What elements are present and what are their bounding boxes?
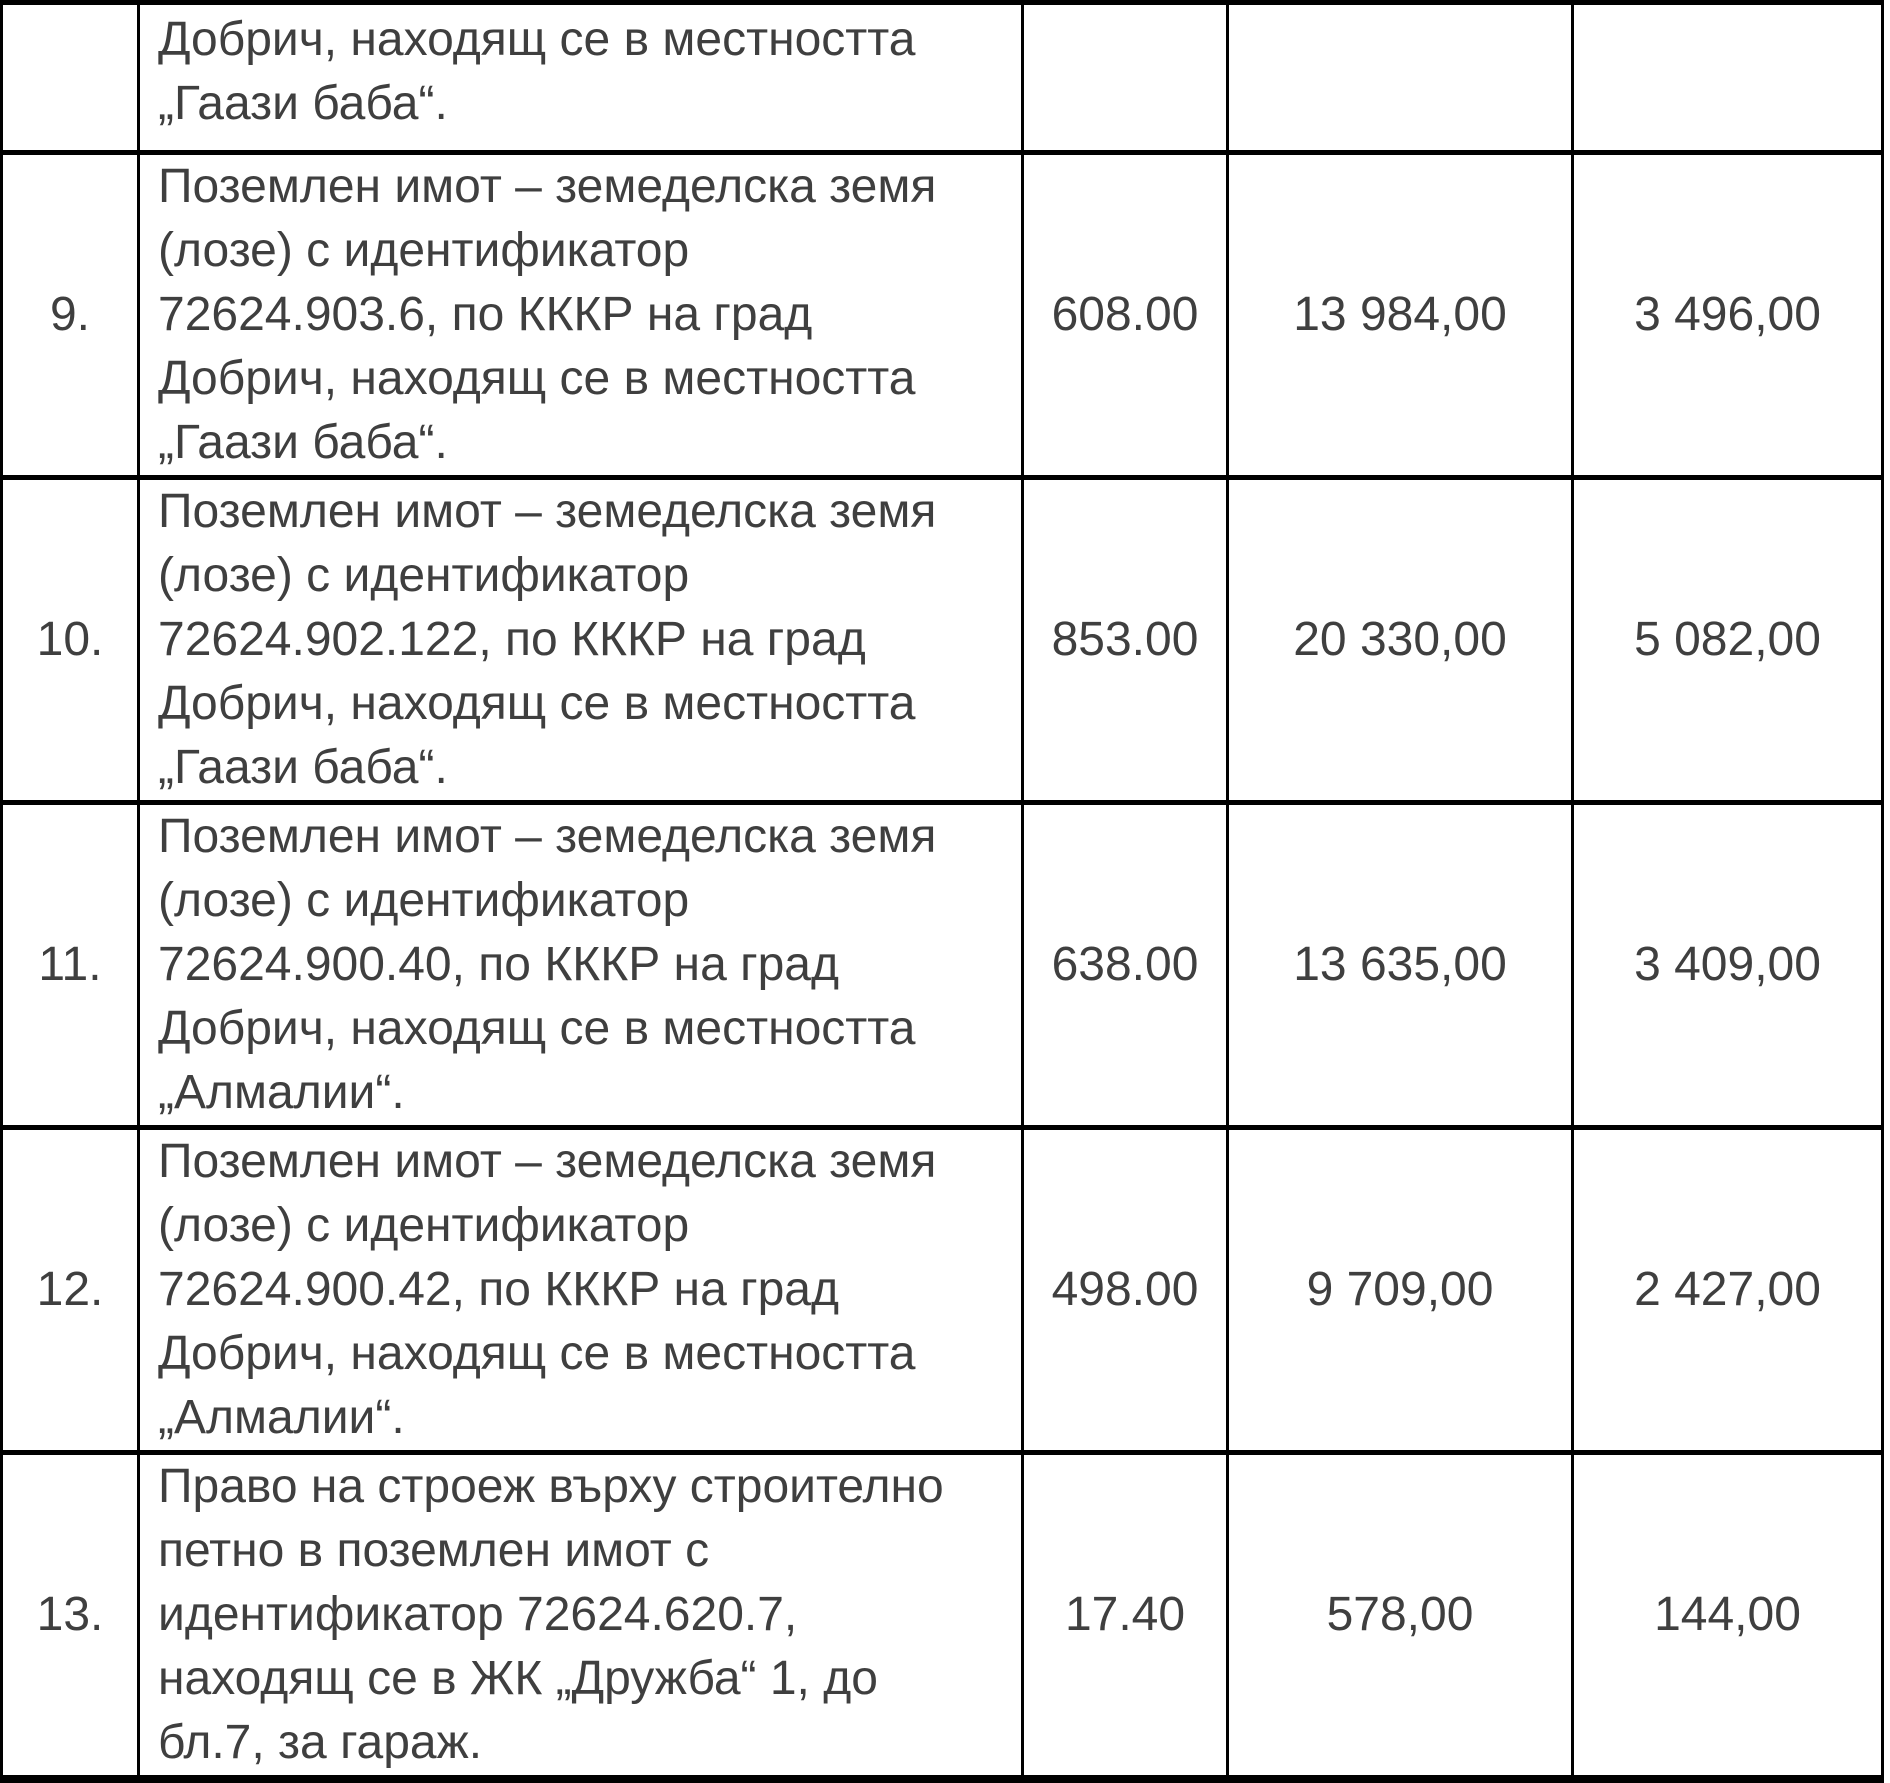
- value-cell-3: 5 082,00: [1571, 475, 1884, 805]
- table-row-12: 12. Поземлен имот – земеделска земя (лоз…: [0, 1125, 1884, 1455]
- table-row-9: 9. Поземлен имот – земеделска земя (лозе…: [0, 150, 1884, 480]
- table-row-13: 13. Право на строеж върху строително пет…: [0, 1450, 1884, 1782]
- description-cell: Право на строеж върху строително петно в…: [137, 1450, 1024, 1782]
- value-cell-1: 853.00: [1021, 475, 1229, 805]
- value-cell-2: 13 984,00: [1226, 150, 1574, 480]
- value-cell-1: 17.40: [1021, 1450, 1229, 1782]
- row-number-cell: 9.: [0, 150, 140, 480]
- value-cell-1: 498.00: [1021, 1125, 1229, 1455]
- value-cell-2: 9 709,00: [1226, 1125, 1574, 1455]
- description-cell: Добрич, находящ се в местността „Гаази б…: [137, 0, 1024, 155]
- table-row-partial: Добрич, находящ се в местността „Гаази б…: [0, 0, 1884, 155]
- row-number-cell: 11.: [0, 800, 140, 1130]
- description-cell: Поземлен имот – земеделска земя (лозе) с…: [137, 475, 1024, 805]
- value-cell-3: 3 409,00: [1571, 800, 1884, 1130]
- row-number-cell: 10.: [0, 475, 140, 805]
- value-cell-1: [1021, 0, 1229, 155]
- description-cell: Поземлен имот – земеделска земя (лозе) с…: [137, 150, 1024, 480]
- row-number-cell: [0, 0, 140, 155]
- table-row-11: 11. Поземлен имот – земеделска земя (лоз…: [0, 800, 1884, 1130]
- table-row-10: 10. Поземлен имот – земеделска земя (лоз…: [0, 475, 1884, 805]
- description-cell: Поземлен имот – земеделска земя (лозе) с…: [137, 1125, 1024, 1455]
- value-cell-3: [1571, 0, 1884, 155]
- value-cell-3: 3 496,00: [1571, 150, 1884, 480]
- row-number-cell: 12.: [0, 1125, 140, 1455]
- value-cell-2: 20 330,00: [1226, 475, 1574, 805]
- value-cell-2: 578,00: [1226, 1450, 1574, 1782]
- value-cell-2: [1226, 0, 1574, 155]
- value-cell-1: 608.00: [1021, 150, 1229, 480]
- value-cell-2: 13 635,00: [1226, 800, 1574, 1130]
- row-number-cell: 13.: [0, 1450, 140, 1782]
- value-cell-3: 144,00: [1571, 1450, 1884, 1782]
- value-cell-1: 638.00: [1021, 800, 1229, 1130]
- value-cell-3: 2 427,00: [1571, 1125, 1884, 1455]
- description-cell: Поземлен имот – земеделска земя (лозе) с…: [137, 800, 1024, 1130]
